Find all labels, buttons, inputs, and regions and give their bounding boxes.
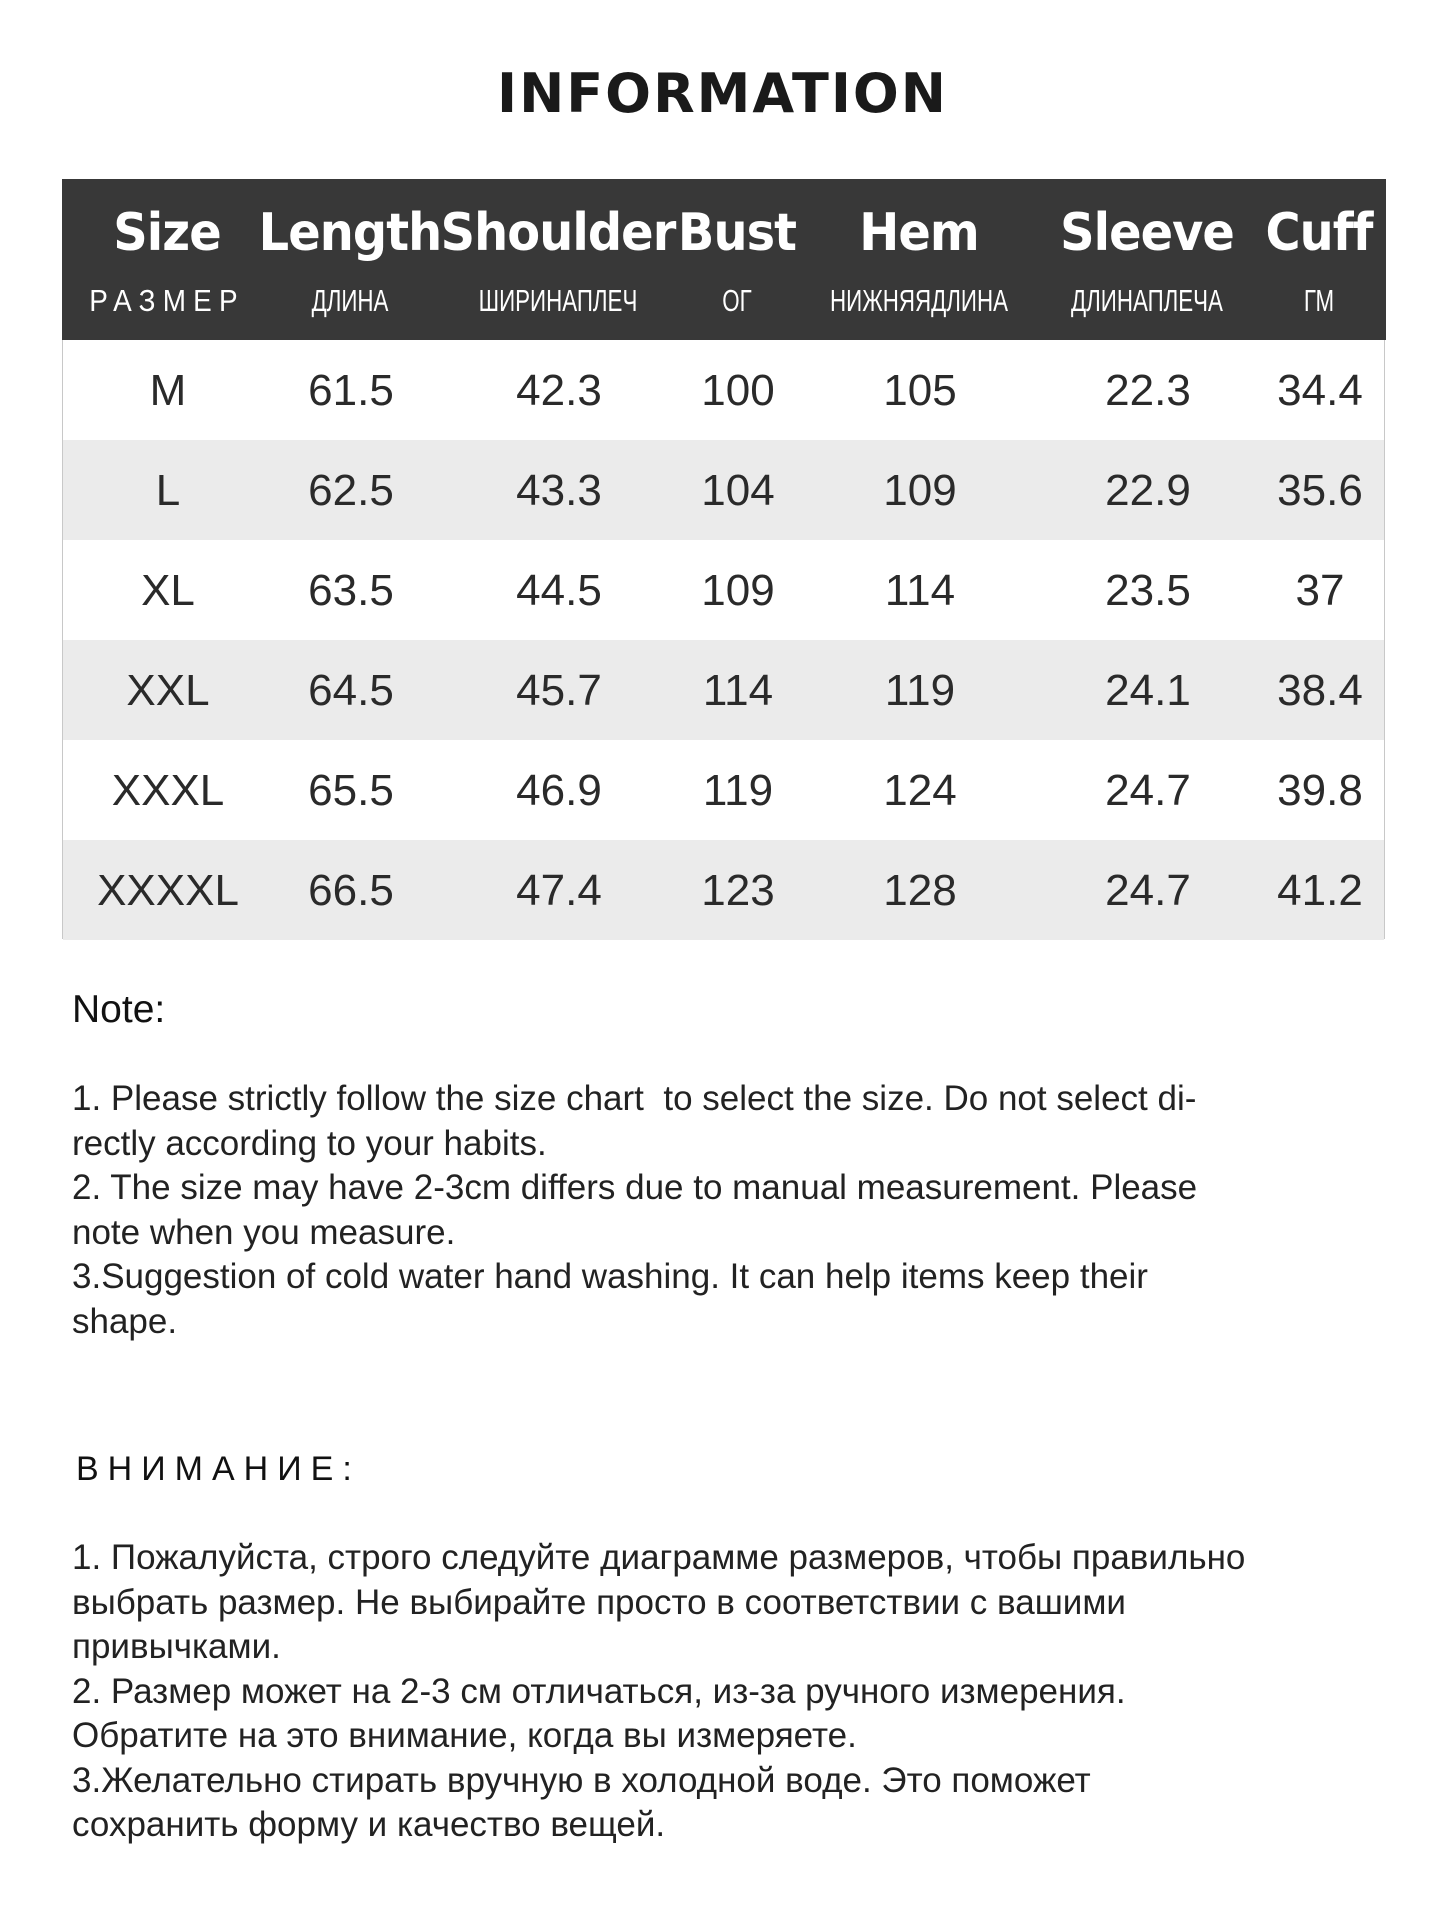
attention-heading: ВНИМАНИЕ: [76,1450,361,1488]
table-cell: XXXL [111,766,225,815]
column-header-bust: Bust [677,203,797,263]
attention-line: Обратите на это внимание, когда вы измер… [72,1716,857,1755]
column-subheader-size: РАЗМЕР [89,283,245,318]
table-cell: 23.5 [1105,566,1191,615]
table-cell: 41.2 [1277,866,1363,915]
column-subheader-length: ДЛИНА [311,283,389,318]
table-cell: 65.5 [308,766,394,815]
table-cell: 109 [701,566,775,615]
table-cell: 46.9 [516,766,602,815]
table-cell: XXL [126,666,210,715]
attention-line: привычками. [72,1627,281,1666]
table-cell: 37 [1295,566,1345,615]
table-cell: 22.9 [1105,466,1191,515]
note-line: 2. The size may have 2-3cm differs due t… [72,1168,1198,1207]
column-header-sleeve: Sleeve [1060,203,1235,263]
table-cell: 34.4 [1277,366,1363,415]
table-cell: 22.3 [1105,366,1191,415]
table-cell: 124 [883,766,957,815]
table-cell: 45.7 [516,666,602,715]
table-cell: 66.5 [308,866,394,915]
column-header-shoulder: Shoulder [440,203,677,263]
table-cell: 63.5 [308,566,394,615]
note-heading: Note: [72,988,166,1031]
note-line: 1. Please strictly follow the size chart… [72,1079,1197,1118]
table-cell: 24.7 [1105,866,1191,915]
table-row: XXXL 65.5 46.9 119 124 24.7 39.8 [63,740,1384,840]
column-header-hem: Hem [859,203,980,263]
table-cell: 62.5 [308,466,394,515]
table-row: M 61.5 42.3 100 105 22.3 34.4 [63,340,1384,440]
table-cell: 61.5 [308,366,394,415]
column-header-length: Length [258,203,443,263]
page-title: INFORMATION [496,62,949,125]
column-subheader-cuff: ГМ [1303,283,1335,318]
table-cell: 47.4 [516,866,602,915]
table-row: XXL 64.5 45.7 114 119 24.1 38.4 [63,640,1384,740]
attention-line: сохранить форму и качество вещей. [72,1805,666,1844]
table-cell: 43.3 [516,466,602,515]
table-cell: XL [141,566,195,615]
column-header-cuff: Cuff [1265,203,1373,263]
note-text: 1. Please strictly follow the size chart… [72,1077,1197,1344]
attention-line: выбрать размер. Не выбирайте просто в со… [72,1582,1126,1622]
note-line: rectly according to your habits. [72,1123,547,1163]
note-line: note when you measure. [72,1212,456,1252]
table-cell: 123 [701,866,775,915]
attention-line: 1. Пожалуйста, строго следуйте диаграмме… [72,1538,1246,1577]
table-cell: 38.4 [1277,666,1363,715]
table-row: L 62.5 43.3 104 109 22.9 35.6 [63,440,1384,540]
column-subheader-shoulder: ШИРИНАПЛЕЧ [478,283,638,318]
table-cell: 114 [702,666,774,715]
table-cell: 128 [883,866,957,915]
table-cell: XXXXL [97,866,239,915]
table-cell: 24.1 [1105,666,1191,715]
column-subheader-hem: НИЖНЯЯДЛИНА [830,283,1008,318]
table-header: Size РАЗМЕР Length ДЛИНА Shoulder ШИРИНАПЛЕЧ B… [62,179,1386,340]
table-cell: 35.6 [1277,466,1363,515]
table-cell: 64.5 [308,666,394,715]
table-row: XL 63.5 44.5 109 114 23.5 37 [63,540,1384,640]
table-cell: 114 [884,566,956,615]
column-subheader-sleeve: ДЛИНАПЛЕЧА [1071,283,1223,318]
attention-line: 3.Желательно стирать вручную в холодной … [72,1760,1091,1800]
attention-line: 2. Размер может на 2-3 см отличаться, из… [72,1671,1126,1711]
table-cell: 119 [884,666,956,715]
table-row: XXXXL 66.5 47.4 123 128 24.7 41.2 [63,840,1384,940]
table-cell: 44.5 [516,566,602,615]
table-cell: 109 [883,466,957,515]
size-chart-table: Size РАЗМЕР Length ДЛИНА Shoulder ШИРИНАПЛЕЧ B… [62,179,1386,940]
note-line: shape. [72,1301,178,1341]
note-line: 3.Suggestion of cold water hand washing.… [72,1257,1148,1296]
attention-text: 1. Пожалуйста, строго следуйте диаграмме… [72,1536,1245,1848]
table-cell: 39.8 [1277,766,1363,815]
table-cell: M [149,366,187,415]
column-header-size: Size [113,203,221,263]
table-cell: 24.7 [1105,766,1191,815]
table-cell: 104 [701,466,775,515]
table-cell: 105 [883,366,957,415]
column-subheader-bust: ОГ [722,283,752,318]
table-cell: 119 [702,766,774,815]
table-cell: L [155,466,181,515]
table-cell: 100 [701,366,775,415]
table-cell: 42.3 [516,366,602,415]
